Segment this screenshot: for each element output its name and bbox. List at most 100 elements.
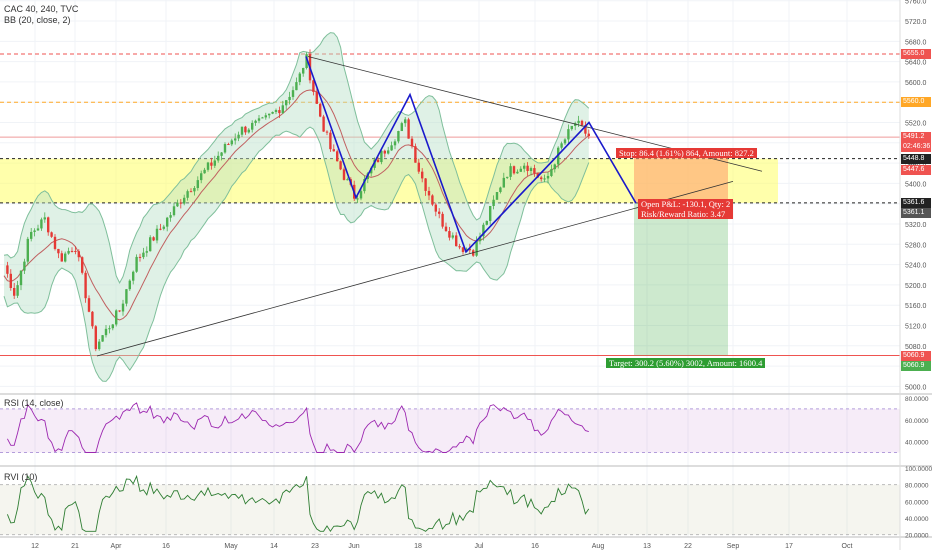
candle [227,142,230,146]
candle [220,152,223,161]
candle [87,295,91,313]
candle [108,325,111,334]
lower-trendline [96,180,734,357]
candle [94,325,97,352]
candle-body [200,173,203,181]
time-label: 13 [643,543,651,550]
candle [278,106,281,118]
candle-body [315,91,318,104]
candle-body [87,298,91,312]
price-tag: 5361.1 [901,207,931,218]
price-tag: 5491.2 [901,132,931,143]
price-tick-label: 5000.0 [905,384,927,391]
candle [489,205,492,225]
candle [142,247,145,260]
candle [427,186,431,201]
candle [203,167,206,174]
candle-body [223,144,227,153]
candle-body [189,191,193,193]
candle [410,136,414,149]
candle-body [268,113,271,116]
indicator-panes [0,402,900,536]
time-label: Aug [592,543,605,550]
candle-body [169,215,172,218]
candle [104,325,108,338]
bb-basis [3,89,590,321]
price-tick-label: 5280.0 [905,242,927,249]
candle [567,124,570,145]
price-tick-label: 5320.0 [905,222,927,229]
candle [519,166,522,172]
candle [261,116,264,119]
candle [529,166,533,176]
candle [356,195,359,204]
candle-body [50,232,53,237]
candle [312,79,315,96]
candle-body [251,122,254,130]
rsi-title[interactable]: RSI (14, close) [4,398,64,408]
stop-zone [634,149,728,203]
candle [77,249,80,262]
rvi-title[interactable]: RVI (10) [4,472,38,482]
candle-body [84,272,87,299]
candle-body [383,150,386,154]
candle-body [584,125,587,134]
candle-body [397,131,400,142]
candle [47,216,50,236]
candle [499,186,502,194]
candle-body [193,188,196,192]
candle [363,175,366,194]
rsi-band [0,408,900,453]
candle-body [264,115,267,118]
candle-body [74,250,77,252]
candle-body [560,143,563,148]
candle-body [553,164,556,170]
candle-body [257,118,261,121]
stop-label: Stop: 86.4 (1.61%) 864, Amount: 827.2 [616,148,757,158]
candle-body [458,246,461,248]
price-tick-label: 5440.0 [905,161,927,168]
candle [359,187,363,201]
candle-body [101,335,104,342]
candle [584,121,587,137]
candle-body [495,192,499,200]
candle-body [526,165,529,172]
candle-body [254,120,257,123]
candle [67,247,70,255]
candle-body [142,252,145,258]
candle-body [166,217,169,227]
candle-body [295,82,298,91]
candle [291,86,295,100]
price-tick-label: 5120.0 [905,324,927,331]
candle [50,231,53,238]
time-label: Apr [111,543,123,550]
candle-body [23,261,26,271]
price-tick-label: 5720.0 [905,19,927,26]
candle [322,114,325,132]
candle [434,202,437,217]
bb-indicator-title[interactable]: BB (20, close, 2) [4,15,71,25]
candle [210,157,213,170]
candle-body [176,202,179,207]
candle [523,162,526,173]
candle [506,176,509,180]
candle-body [523,165,526,169]
candle [132,270,135,285]
candle-body [485,220,488,225]
candle [448,227,451,241]
time-label: 23 [311,543,319,550]
candle [380,148,383,165]
bollinger-bands [3,32,590,382]
candle [417,158,420,174]
candle [26,236,29,266]
candle-body [492,199,495,207]
candle-body [580,120,584,126]
candle-body [172,206,176,216]
candle-body [128,280,131,290]
candle [533,164,536,177]
time-label: 12 [31,543,39,550]
time-label: May [224,543,238,550]
candle [121,299,125,316]
candle [461,246,465,255]
